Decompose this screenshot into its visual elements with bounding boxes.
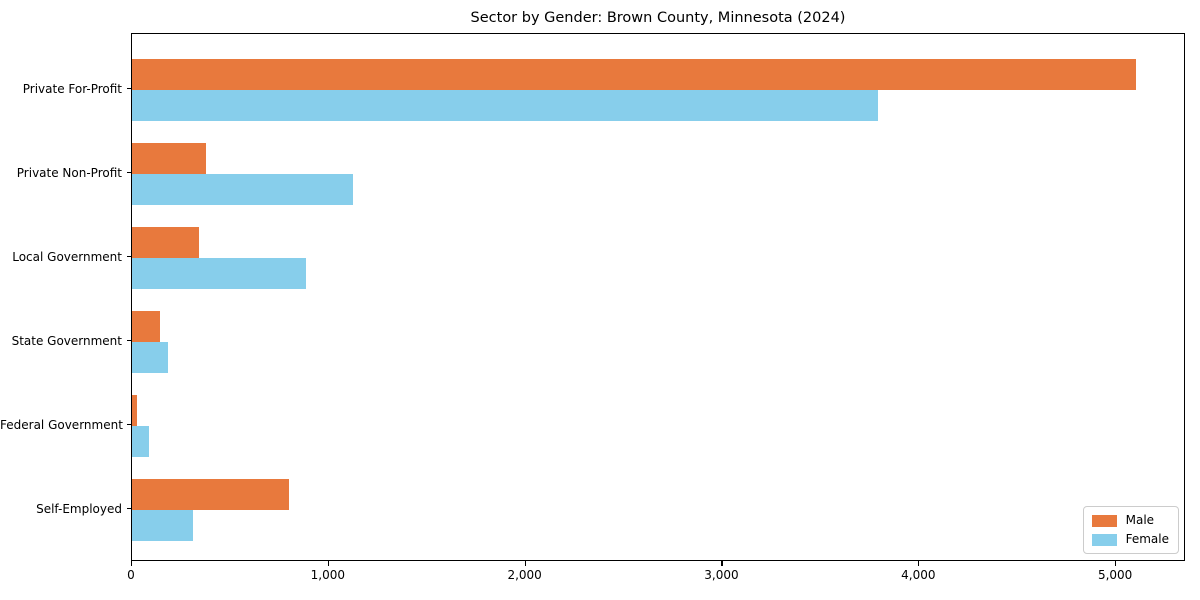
- ytick-label-private-for-profit: Private For-Profit: [22, 81, 122, 96]
- plot-area: Male Female: [131, 33, 1185, 561]
- legend-swatch-female: [1091, 533, 1117, 546]
- bar-male-private-non-profit: [132, 142, 206, 174]
- chart-title: Sector by Gender: Brown County, Minnesot…: [470, 10, 846, 26]
- bar-male-self-employed: [132, 478, 289, 510]
- bar-male-private-for-profit: [132, 58, 1136, 90]
- xtick-label-4000: 4,000: [901, 568, 936, 582]
- bar-male-federal-government: [132, 394, 137, 426]
- legend-entry-female: Female: [1091, 532, 1169, 546]
- xtick-mark-2000: [524, 561, 526, 566]
- ytick-mark-private-for-profit: [127, 88, 131, 90]
- xtick-mark-3000: [721, 561, 723, 566]
- bar-female-self-employed: [132, 509, 193, 541]
- ytick-label-self-employed: Self-Employed: [36, 501, 122, 516]
- ytick-mark-self-employed: [127, 508, 131, 510]
- xtick-mark-0: [131, 561, 133, 566]
- ytick-mark-private-non-profit: [127, 172, 131, 174]
- bar-male-state-government: [132, 310, 160, 342]
- legend-swatch-male: [1091, 514, 1117, 527]
- xtick-label-3000: 3,000: [704, 568, 739, 582]
- ytick-mark-local-government: [127, 256, 131, 258]
- xtick-label-0: 0: [127, 568, 135, 582]
- ytick-mark-state-government: [127, 340, 131, 342]
- legend: Male Female: [1082, 506, 1179, 554]
- bar-female-private-non-profit: [132, 173, 354, 205]
- xtick-label-2000: 2,000: [507, 568, 542, 582]
- bar-female-local-government: [132, 257, 307, 289]
- legend-label-male: Male: [1125, 513, 1155, 527]
- xtick-label-5000: 5,000: [1097, 568, 1133, 582]
- xtick-mark-5000: [1115, 561, 1117, 566]
- bar-female-private-for-profit: [132, 89, 878, 121]
- legend-label-female: Female: [1125, 532, 1169, 546]
- bar-female-state-government: [132, 341, 169, 373]
- bar-female-federal-government: [132, 425, 149, 457]
- xtick-mark-4000: [918, 561, 920, 566]
- bar-male-local-government: [132, 226, 199, 258]
- ytick-mark-federal-government: [127, 424, 131, 426]
- xtick-label-1000: 1,000: [310, 568, 345, 582]
- ytick-label-federal-government: Federal Government: [0, 417, 123, 432]
- ytick-label-state-government: State Government: [11, 333, 122, 348]
- xtick-mark-1000: [327, 561, 329, 566]
- ytick-label-private-non-profit: Private Non-Profit: [16, 165, 122, 180]
- legend-entry-male: Male: [1091, 513, 1169, 527]
- ytick-label-local-government: Local Government: [12, 249, 122, 264]
